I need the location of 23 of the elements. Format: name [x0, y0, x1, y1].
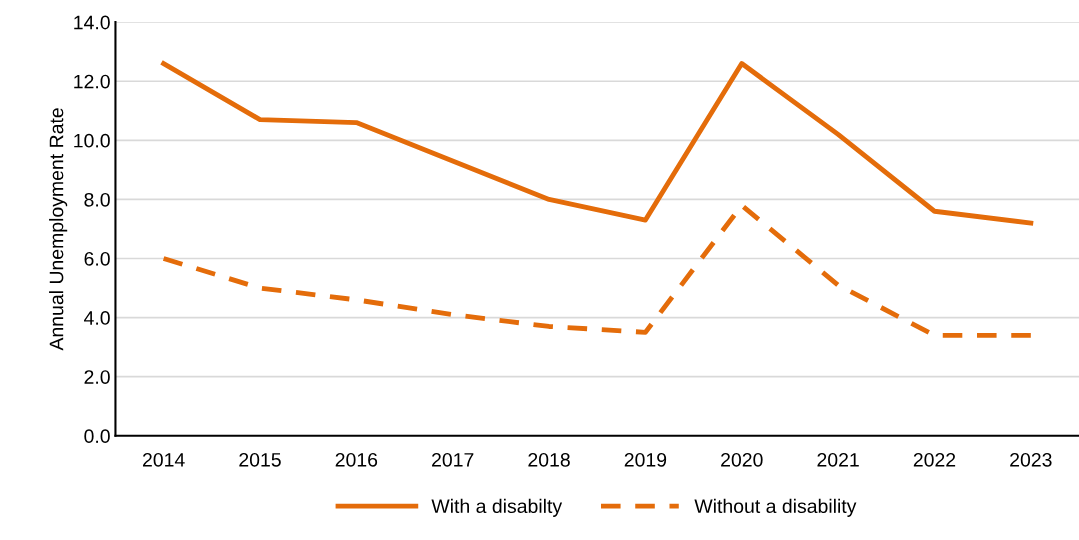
x-tick-label: 2014: [142, 452, 185, 467]
legend-label: Without a disability: [694, 498, 857, 517]
x-tick-label: 2018: [528, 452, 570, 467]
x-tick-label: 2019: [624, 452, 667, 467]
y-tick-label: 4.0: [84, 311, 110, 325]
y-tick-label: 6.0: [84, 251, 110, 266]
x-tick-label: 2016: [335, 452, 378, 467]
x-tick-label: 2023: [1010, 452, 1052, 467]
y-tick-label: 2.0: [84, 370, 110, 384]
x-tick-label: 2022: [913, 452, 956, 467]
x-tick-label: 2020: [721, 452, 763, 467]
y-tick-label: 12.0: [74, 74, 110, 89]
y-tick-label: 0.0: [84, 429, 110, 444]
line-series: [161, 202, 1034, 338]
legend-label: With a disabilty: [431, 498, 563, 517]
y-tick-label: 10.0: [74, 133, 110, 148]
y-tick-label: 8.0: [84, 192, 110, 207]
x-tick-label: 2017: [432, 452, 474, 467]
y-tick-label: 14.0: [74, 15, 110, 30]
x-tick-label: 2015: [239, 452, 281, 467]
y-axis-title: Annual Unemployment Rate: [49, 108, 68, 351]
x-tick-label: 2021: [817, 452, 859, 467]
line-series: [161, 61, 1034, 226]
